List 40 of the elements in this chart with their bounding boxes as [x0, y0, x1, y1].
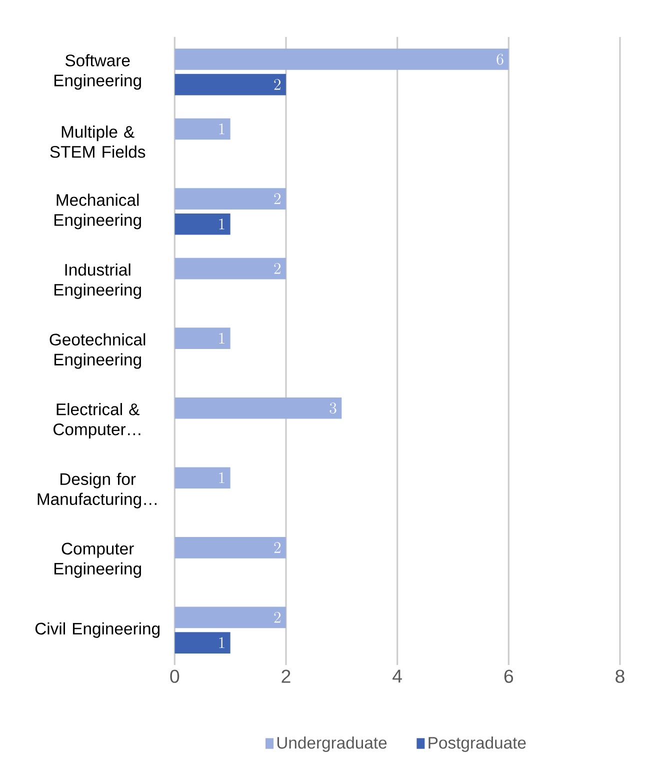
data-label: 1	[219, 637, 224, 648]
x-tick-label: 2	[282, 670, 290, 683]
bar	[174, 74, 286, 96]
x-tick-label: 0	[170, 670, 180, 683]
data-label: 3	[330, 402, 336, 414]
data-label: 1	[219, 332, 224, 344]
bar	[174, 328, 230, 350]
x-tick-label: 6	[504, 670, 514, 683]
bar	[174, 397, 342, 419]
data-label: 2	[274, 542, 280, 553]
legend-label: Postgraduate	[428, 736, 526, 752]
bar	[174, 606, 286, 628]
data-label: 2	[274, 79, 280, 90]
x-tick-label: 4	[392, 670, 402, 683]
data-label: 6	[496, 54, 504, 65]
bar	[174, 213, 230, 235]
data-label: 2	[274, 263, 280, 274]
data-label: 1	[219, 218, 224, 230]
data-label: 1	[219, 472, 224, 484]
data-label: 2	[274, 193, 280, 204]
data-label: 1	[219, 124, 224, 134]
bar	[174, 118, 230, 140]
y-tick-label: Electrical & Computer…	[54, 403, 140, 439]
data-label: 2	[274, 612, 280, 623]
legend-label: Undergraduate	[277, 736, 387, 752]
y-tick-label: Mechanical Engineering	[54, 194, 141, 230]
y-tick-label: Geotechnical Engineering	[50, 333, 146, 369]
y-tick-label: Civil Engineering	[35, 622, 160, 638]
bar	[174, 188, 286, 210]
x-tick-label: 8	[616, 670, 624, 683]
y-tick-label: Industrial Engineering	[54, 263, 141, 299]
bar	[174, 258, 286, 280]
y-tick-label: Software Engineering	[54, 54, 141, 90]
y-tick-label: Multiple & STEM Fields	[50, 126, 146, 158]
y-tick-label: Computer Engineering	[54, 542, 141, 578]
bar	[174, 48, 509, 70]
y-tick-label: Design for Manufacturing…	[38, 472, 156, 508]
bar	[174, 537, 286, 558]
bar	[174, 467, 230, 489]
bar	[174, 632, 230, 654]
